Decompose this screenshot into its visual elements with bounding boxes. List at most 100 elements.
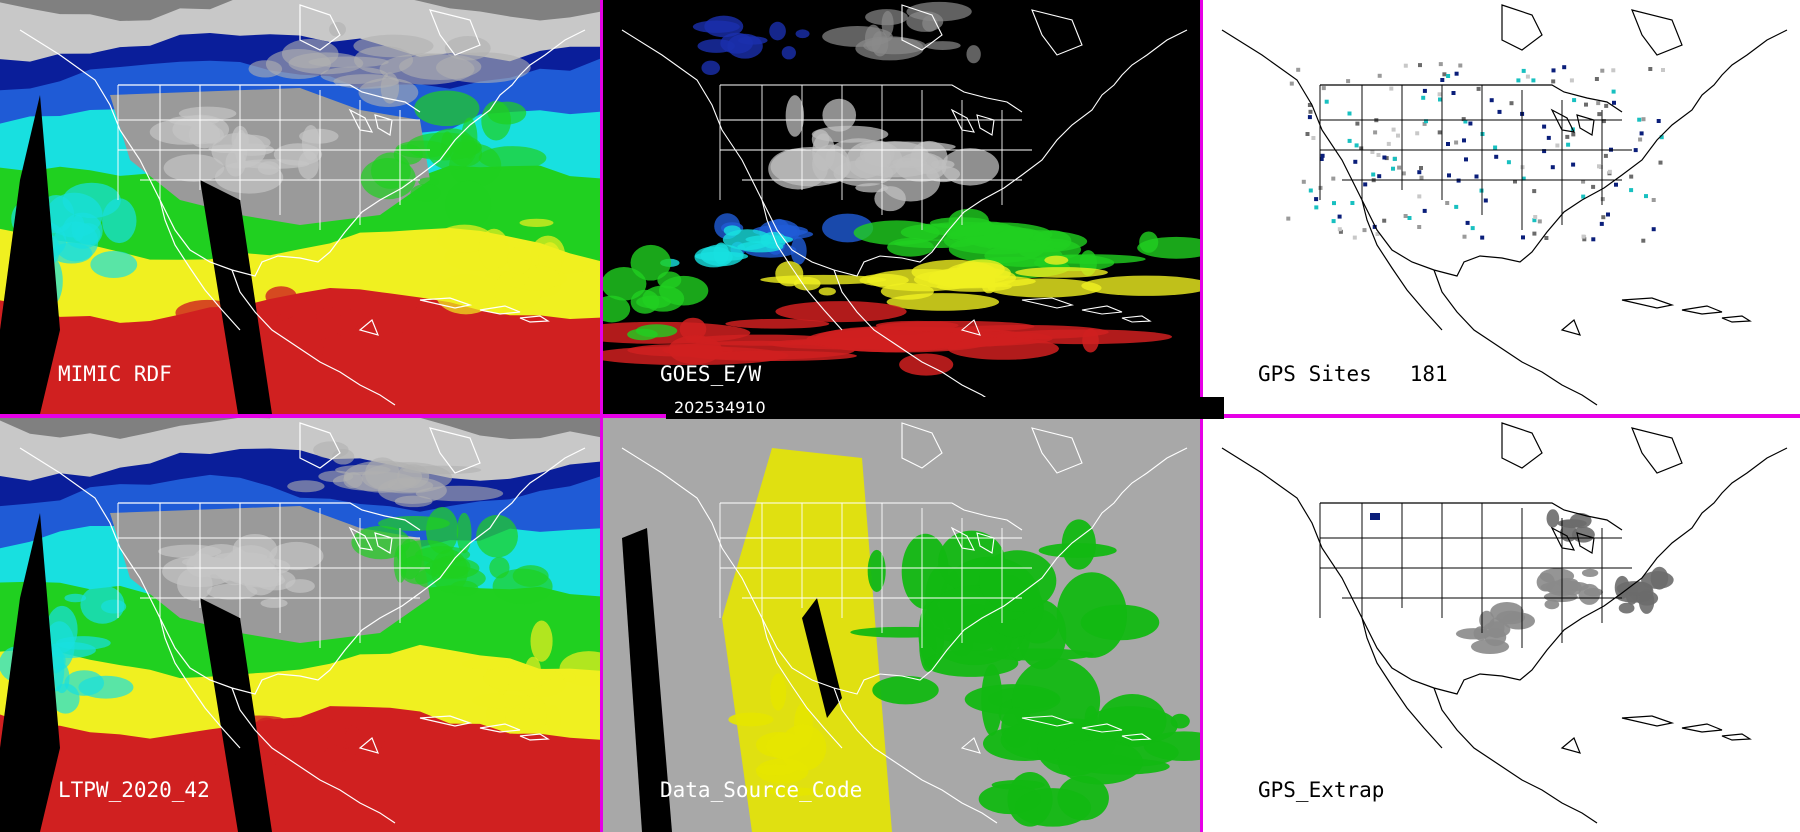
coastline: [720, 84, 1023, 113]
gps-site-marker: [1546, 135, 1551, 140]
gps-site-marker: [1601, 215, 1606, 220]
goes-moist: [668, 335, 722, 365]
gps-site-marker: [1314, 205, 1319, 210]
moist-blob: [355, 710, 433, 737]
moist-blob: [492, 568, 553, 605]
gps-site-marker: [1648, 67, 1653, 71]
goes-cloud: [812, 144, 850, 184]
green-region: [991, 780, 1045, 790]
goes-moist: [701, 60, 720, 76]
moist-blob: [444, 180, 492, 230]
gps-site-marker: [1397, 165, 1402, 170]
green-region: [901, 533, 949, 610]
coastline: [621, 447, 1188, 695]
gps-site-marker: [1637, 117, 1642, 122]
panel-label: MIMIC RDF: [58, 362, 172, 386]
gps-site-marker: [1437, 92, 1442, 97]
moist-blob: [433, 555, 471, 578]
moist-blob: [80, 585, 125, 624]
dry-cloud: [158, 544, 222, 559]
gps-sites-panel: GPS Sites 181: [1202, 0, 1800, 414]
island-outline: [419, 297, 473, 309]
arctic-island: [1631, 9, 1683, 56]
goes-cloud: [865, 9, 908, 26]
gps-site-marker: [1531, 78, 1536, 83]
gps-site-marker: [1629, 174, 1634, 179]
gps-site-marker: [1476, 86, 1481, 91]
moist-blob: [436, 224, 493, 253]
gps-site-marker: [1422, 208, 1427, 213]
gps-site-marker: [1311, 136, 1316, 140]
gps-site-marker: [1581, 194, 1586, 199]
goes-moist: [775, 301, 907, 323]
gps-site-marker: [1308, 109, 1313, 114]
gps-site-marker: [1581, 234, 1586, 239]
goes-cloud: [855, 36, 924, 61]
gps-extrap-region: [1483, 621, 1511, 638]
gps-site-marker: [1506, 160, 1511, 165]
island-outline: [358, 737, 380, 754]
coastline: [118, 502, 421, 531]
moist-blob: [251, 725, 330, 761]
yellow-region: [755, 764, 796, 776]
gps-site-marker: [1594, 77, 1599, 81]
gps-site-marker: [1445, 201, 1450, 205]
gps-site-marker: [1417, 225, 1422, 229]
coastline: [19, 29, 586, 277]
moist-blob: [348, 296, 417, 317]
gps-site-marker: [1591, 184, 1596, 189]
gps-site-marker: [1611, 89, 1616, 94]
gps-site-marker: [1451, 91, 1456, 95]
island-outline: [1681, 305, 1723, 315]
gps-site-marker: [1289, 81, 1294, 86]
arctic-cloud: [394, 495, 433, 508]
gps-extrap-panel: GPS_Extrap: [1202, 418, 1800, 832]
dry-cloud: [260, 598, 288, 608]
moist-blob: [265, 286, 297, 307]
gps-site-marker: [1532, 189, 1537, 194]
dry-cloud: [269, 541, 324, 571]
gps-site-marker: [1386, 141, 1391, 146]
island-outline: [960, 737, 981, 754]
moist-blob: [399, 555, 438, 585]
moist-blob: [64, 670, 105, 696]
gps-extrap-region: [1581, 568, 1599, 578]
gps-site-marker: [1286, 216, 1291, 221]
gps-site-marker: [1337, 227, 1342, 232]
arctic-cloud: [402, 465, 482, 475]
coastline: [19, 447, 586, 695]
gps-site-marker: [1305, 132, 1310, 136]
gps-site-marker: [1480, 132, 1485, 136]
gps-site-marker: [1332, 201, 1336, 206]
gps-site-marker: [1419, 175, 1424, 180]
arctic-cloud: [358, 77, 419, 107]
gps-site-marker: [1509, 101, 1514, 106]
gps-site-marker: [1418, 63, 1422, 68]
great-lakes: [374, 114, 393, 136]
coastline: [231, 687, 396, 824]
gps-extrap-region: [1540, 582, 1575, 593]
gps-site-marker: [1353, 159, 1358, 164]
green-region: [981, 664, 1003, 736]
island-outline: [519, 315, 550, 323]
moist-blob: [481, 100, 512, 141]
gps-site-marker: [1658, 160, 1663, 165]
island-outline: [1721, 733, 1752, 741]
gps-site-marker: [1321, 86, 1326, 91]
moist-blob: [478, 228, 510, 271]
great-lakes: [1576, 114, 1595, 136]
moist-blob: [90, 250, 138, 278]
goes-moist: [790, 237, 807, 265]
gps-site-marker: [1307, 115, 1312, 120]
gps-site-marker: [1437, 130, 1442, 135]
great-lakes: [348, 526, 374, 551]
gps-site-marker: [1562, 65, 1567, 70]
moist-blob: [62, 182, 121, 219]
gps-site-marker: [1483, 198, 1488, 203]
gps-site-marker: [1581, 179, 1586, 184]
moisture-band: [0, 706, 600, 832]
gps-site-marker: [1520, 165, 1525, 170]
gps-site-marker: [1422, 88, 1427, 93]
great-lakes: [1576, 532, 1595, 554]
